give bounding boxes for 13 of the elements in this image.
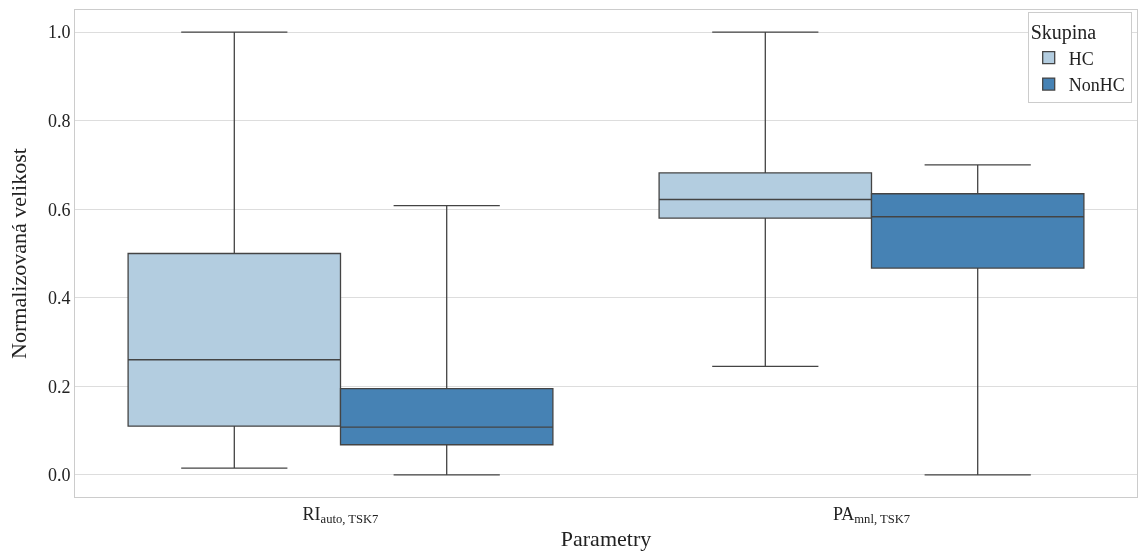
legend-label: NonHC	[1068, 75, 1125, 96]
legend-title: Skupina	[1030, 21, 1097, 45]
legend-label: HC	[1068, 48, 1094, 69]
y-tick-label: 0.6	[47, 199, 71, 220]
y-tick-label: 0.2	[47, 376, 71, 397]
y-tick-label: 1.0	[47, 22, 71, 43]
x-tick-label: PA$_{mnl, TSK7}$	[832, 503, 911, 527]
y-axis-title: Normalizovaná velikost	[5, 148, 31, 359]
x-tick-label: RI$_{auto, TSK7}$	[302, 503, 379, 527]
y-tick-label: 0.8	[47, 110, 71, 131]
y-tick-label: 0.4	[47, 288, 71, 309]
x-axis-title: Parametry	[560, 526, 652, 552]
y-tick-label: 0.0	[47, 465, 71, 486]
